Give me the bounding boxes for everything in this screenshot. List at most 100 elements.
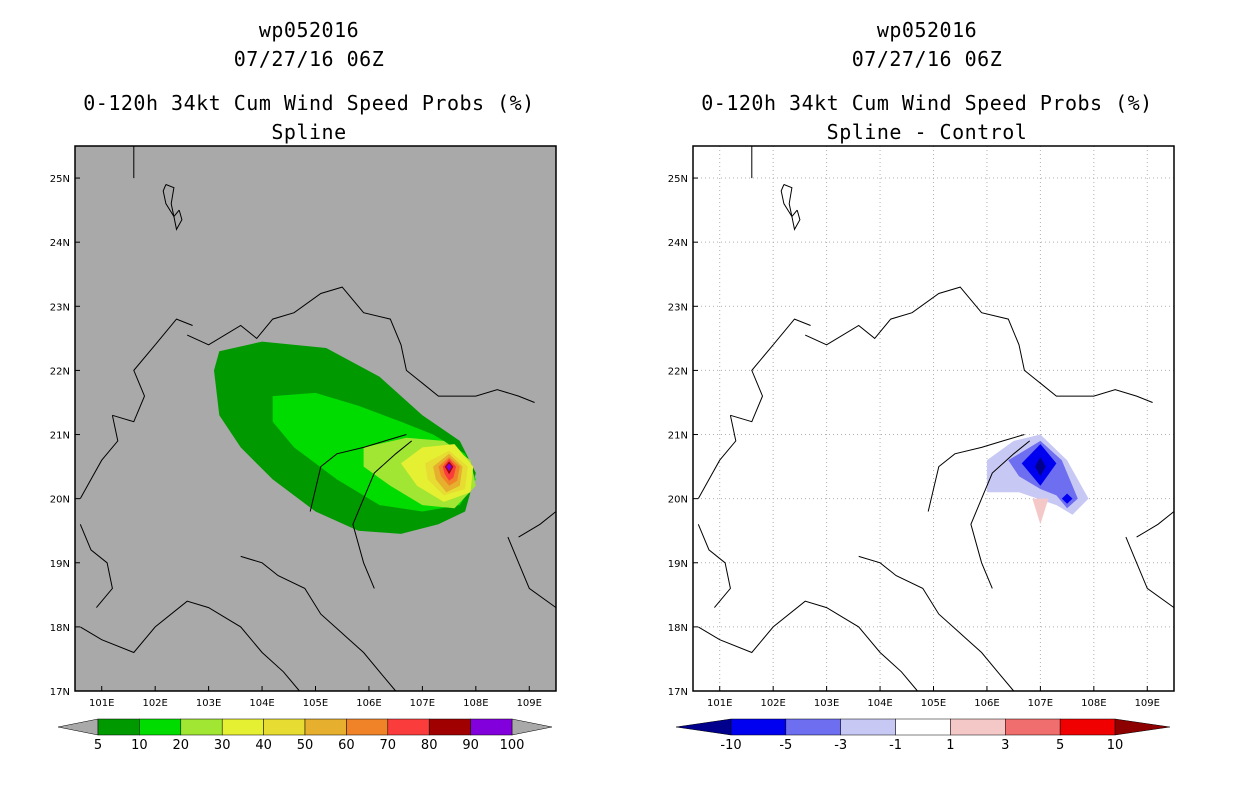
probability-contours [214,341,476,534]
y-tick-label: 23N [50,302,70,313]
border-line [927,434,1025,512]
x-tick-label: 104E [867,698,892,709]
y-tick-label: 24N [50,238,70,249]
x-tick-label: 109E [1135,698,1160,709]
y-tick-label: 17N [668,687,688,698]
x-tick-label: 103E [814,698,839,709]
border-line [698,600,918,692]
colorbar-boxes [675,718,1171,736]
colorbar-label: -3 [834,738,847,753]
y-tick-label: 21N [668,431,688,442]
y-tick-label: 22N [50,366,70,377]
colorbar-box [180,718,223,736]
right-panel: wp052016 07/27/16 06Z 0-120h 34kt Cum Wi… [618,0,1236,800]
colorbar: -10 -5 -3 -1 1 3 5 10 [675,718,1171,753]
x-tick-label: 101E [707,698,732,709]
colorbar-end-left [675,718,732,736]
border-line [518,511,557,538]
x-tick-label: 108E [463,698,488,709]
colorbar-label: 3 [1001,738,1009,753]
colorbar-labels: 5 10 20 30 40 50 60 70 80 90 100 [94,738,525,753]
colorbar: 5 10 20 30 40 50 60 70 80 90 100 [57,718,553,753]
y-tick-label: 24N [668,238,688,249]
border-line [507,536,557,609]
coastlines-borders [697,146,1175,692]
map-axes: 101E 102E 103E 104E 105E 106E 107E 108E 109E 17N 1… [668,174,1160,709]
x-tick-label: 106E [356,698,381,709]
x-tick-label: 104E [249,698,274,709]
y-tick-label: 23N [668,302,688,313]
contour-fill [1032,498,1049,525]
colorbar-box [304,718,347,736]
colorbar-box [428,718,471,736]
y-tick-label: 21N [50,431,70,442]
panel-main-title: 0-120h 34kt Cum Wind Speed Probs (%) [701,91,1153,115]
colorbar-label: -1 [889,738,902,753]
border-line [697,524,731,608]
colorbar-box [263,718,306,736]
panel-storm-id: wp052016 [876,18,978,42]
colorbar-end-left [57,718,99,736]
x-tick-label: 102E [760,698,785,709]
x-tick-label: 108E [1081,698,1106,709]
colorbar-boxes [57,718,553,736]
colorbar-label: 1 [946,738,954,753]
border-line [79,415,119,499]
colorbar-box [950,718,1006,736]
y-tick-label: 18N [668,623,688,634]
contour-fill [1061,493,1073,504]
border-line [804,286,1153,403]
colorbar-label: 60 [338,738,355,753]
colorbar-box [346,718,389,736]
colorbar-label: 10 [131,738,148,753]
colorbar-label: 90 [462,738,479,753]
colorbar-label: -10 [720,738,741,753]
x-tick-label: 109E [517,698,542,709]
border-line [970,440,1031,589]
island-outline [173,209,183,231]
panel-subtitle: Spline [271,120,347,144]
island-outline [791,209,801,231]
border-line [1136,511,1175,538]
colorbar-label: 20 [173,738,190,753]
colorbar-box [730,718,787,736]
colorbar-label: 10 [1107,738,1124,753]
y-tick-label: 25N [50,174,70,185]
contour-fill [1035,457,1046,477]
colorbar-label: 50 [297,738,314,753]
colorbar-box [895,718,951,736]
colorbar-label: 30 [214,738,231,753]
border-line [772,318,811,346]
x-tick-label: 103E [196,698,221,709]
colorbar-label: -5 [779,738,792,753]
y-tick-label: 19N [668,559,688,570]
colorbar-label: 80 [421,738,438,753]
y-tick-label: 20N [668,495,688,506]
colorbar-box [387,718,430,736]
colorbar-labels: -10 -5 -3 -1 1 3 5 10 [720,738,1123,753]
panel-datetime: 07/27/16 06Z [851,47,1003,71]
y-tick-label: 17N [50,687,70,698]
grid-lines [693,146,1174,691]
colorbar-box [1005,718,1061,736]
border-line [186,286,535,403]
coastlines-borders [79,146,557,692]
y-tick-label: 20N [50,495,70,506]
colorbar-label: 100 [500,738,525,753]
y-tick-label: 19N [50,559,70,570]
border-line [240,555,397,692]
border-line [1125,536,1175,609]
x-tick-label: 101E [89,698,114,709]
colorbar-label: 5 [94,738,102,753]
colorbar-label: 5 [1056,738,1064,753]
contour-fill [446,463,452,472]
border-line [697,415,737,499]
colorbar-end-right [511,718,553,736]
y-tick-label: 22N [668,366,688,377]
x-tick-label: 106E [974,698,999,709]
x-tick-label: 107E [1028,698,1053,709]
x-tick-label: 105E [303,698,328,709]
colorbar-box [97,718,140,736]
difference-map: 101E 102E 103E 104E 105E 106E 107E 108E 109E 17N 1… [668,145,1175,709]
colorbar-box [221,718,264,736]
